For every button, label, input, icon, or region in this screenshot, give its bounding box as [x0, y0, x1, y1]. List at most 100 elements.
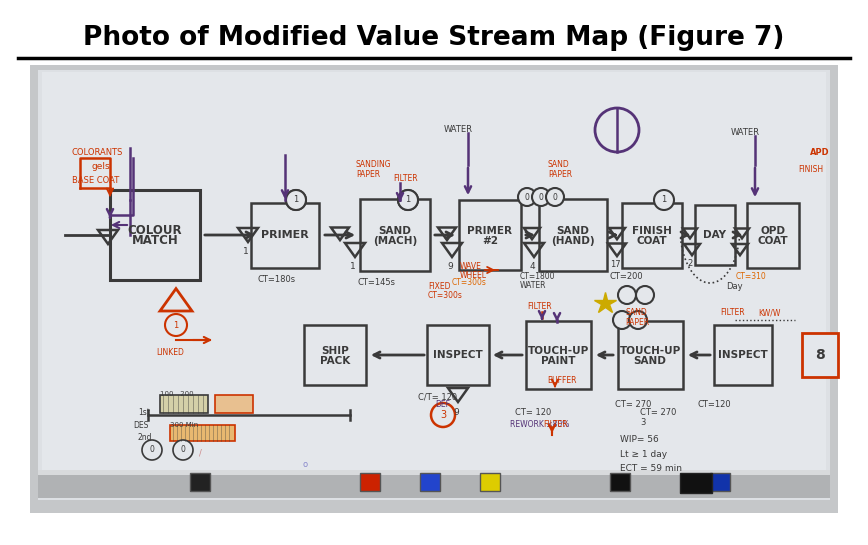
- Text: DES: DES: [133, 421, 148, 430]
- Text: 3: 3: [440, 410, 446, 420]
- Circle shape: [618, 286, 636, 304]
- Text: 0: 0: [524, 192, 529, 202]
- Text: FILTER: FILTER: [393, 174, 418, 183]
- Text: WHEEL: WHEEL: [460, 271, 487, 280]
- Text: PAPER: PAPER: [548, 170, 572, 179]
- FancyBboxPatch shape: [420, 473, 440, 491]
- FancyBboxPatch shape: [802, 333, 838, 377]
- Circle shape: [142, 440, 162, 460]
- FancyBboxPatch shape: [304, 325, 366, 385]
- FancyBboxPatch shape: [42, 72, 826, 472]
- Circle shape: [286, 190, 306, 210]
- FancyBboxPatch shape: [190, 473, 210, 491]
- Text: 0: 0: [149, 445, 155, 455]
- Text: 1: 1: [350, 262, 356, 271]
- Text: 9: 9: [447, 262, 453, 271]
- FancyBboxPatch shape: [747, 203, 799, 268]
- Text: SHIP: SHIP: [321, 346, 349, 356]
- Circle shape: [431, 403, 455, 427]
- Text: FIXED: FIXED: [428, 282, 450, 291]
- Text: WATER: WATER: [520, 281, 547, 290]
- Text: 300 Min: 300 Min: [170, 422, 198, 428]
- FancyBboxPatch shape: [680, 473, 712, 493]
- Text: (MACH): (MACH): [373, 236, 418, 246]
- Text: SAND: SAND: [378, 226, 411, 236]
- Text: o: o: [302, 460, 307, 469]
- Circle shape: [398, 190, 418, 210]
- FancyBboxPatch shape: [695, 205, 735, 265]
- Text: PRIMER: PRIMER: [261, 230, 309, 240]
- Text: 2nd: 2nd: [138, 433, 153, 442]
- FancyBboxPatch shape: [714, 325, 772, 385]
- Text: CT=310: CT=310: [736, 272, 766, 281]
- Text: COAT: COAT: [637, 236, 667, 246]
- Text: KW/W: KW/W: [758, 308, 780, 317]
- Text: 1st: 1st: [138, 408, 150, 417]
- Circle shape: [286, 190, 306, 210]
- Circle shape: [518, 188, 536, 206]
- Text: 8: 8: [815, 348, 825, 362]
- FancyBboxPatch shape: [610, 473, 630, 491]
- Text: CT= 270: CT= 270: [615, 400, 651, 409]
- Text: WATER: WATER: [444, 125, 472, 134]
- FancyBboxPatch shape: [622, 203, 682, 268]
- Text: 1: 1: [243, 247, 249, 256]
- Circle shape: [654, 190, 674, 210]
- Text: SAND: SAND: [556, 226, 589, 236]
- Circle shape: [398, 190, 418, 210]
- Text: ECT = 59 min: ECT = 59 min: [620, 464, 682, 473]
- Text: REWORK ≤80%: REWORK ≤80%: [510, 420, 569, 429]
- FancyBboxPatch shape: [251, 203, 319, 268]
- Text: 100   200: 100 200: [160, 391, 194, 397]
- Text: 1: 1: [661, 196, 667, 204]
- Text: CT=180s: CT=180s: [258, 275, 296, 284]
- Text: CT=300s: CT=300s: [428, 291, 463, 300]
- FancyBboxPatch shape: [38, 470, 830, 498]
- Text: PACK: PACK: [320, 356, 350, 366]
- Circle shape: [173, 440, 193, 460]
- FancyBboxPatch shape: [617, 321, 682, 389]
- Text: WAVE: WAVE: [460, 262, 482, 271]
- Text: 4: 4: [529, 262, 535, 271]
- Text: MATCH: MATCH: [132, 234, 179, 247]
- FancyBboxPatch shape: [539, 199, 607, 271]
- Circle shape: [613, 311, 631, 329]
- Text: OPD: OPD: [760, 226, 786, 236]
- Circle shape: [636, 286, 654, 304]
- Text: COLORANTS: COLORANTS: [72, 148, 123, 157]
- Text: COAT: COAT: [758, 236, 788, 246]
- Text: CT=200: CT=200: [609, 272, 642, 281]
- Text: CT=145s: CT=145s: [358, 278, 396, 287]
- Text: PAINT: PAINT: [541, 356, 575, 366]
- Text: 17: 17: [609, 260, 621, 269]
- Text: DEF: DEF: [436, 400, 450, 409]
- Text: 0: 0: [538, 192, 543, 202]
- Text: Photo of Modified Value Stream Map (Figure 7): Photo of Modified Value Stream Map (Figu…: [83, 25, 785, 51]
- Text: INSPECT: INSPECT: [718, 350, 768, 360]
- Text: gels: gels: [92, 162, 110, 171]
- Text: FINISH: FINISH: [632, 226, 672, 236]
- Text: TOUCH-UP: TOUCH-UP: [620, 346, 681, 356]
- Text: 1: 1: [405, 196, 411, 204]
- Text: (HAND): (HAND): [551, 236, 595, 246]
- Text: SAND: SAND: [634, 356, 667, 366]
- FancyBboxPatch shape: [170, 425, 235, 441]
- Text: FILTER: FILTER: [720, 308, 745, 317]
- Text: INSPECT: INSPECT: [433, 350, 483, 360]
- Text: BASE COAT: BASE COAT: [72, 176, 119, 185]
- Text: 9: 9: [453, 408, 459, 417]
- Text: #2: #2: [482, 236, 498, 246]
- FancyBboxPatch shape: [360, 473, 380, 491]
- Text: TOUCH-UP: TOUCH-UP: [528, 346, 589, 356]
- Circle shape: [165, 314, 187, 336]
- Circle shape: [629, 311, 647, 329]
- Text: CT=1800: CT=1800: [520, 272, 556, 281]
- Text: PAPER: PAPER: [625, 318, 649, 327]
- Text: 2: 2: [687, 259, 693, 268]
- Text: CT= 270: CT= 270: [640, 408, 676, 417]
- Text: DAY: DAY: [703, 230, 727, 240]
- Text: Lt ≥ 1 day: Lt ≥ 1 day: [620, 450, 667, 459]
- Text: CT= 120: CT= 120: [515, 408, 551, 417]
- FancyBboxPatch shape: [480, 473, 500, 491]
- FancyBboxPatch shape: [215, 395, 253, 413]
